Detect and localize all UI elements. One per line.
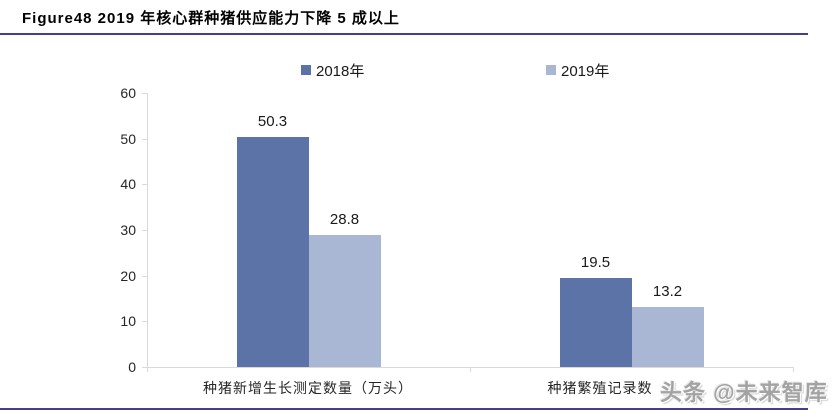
legend-item-2018: 2018年 [301,61,365,80]
bottom-rule [0,408,808,410]
y-axis-tick-mark [142,138,147,140]
y-axis-tick-label: 0 [128,359,136,375]
y-axis-tick-mark [142,275,147,277]
legend-swatch-2018-icon [301,65,311,75]
x-axis-tick-mark [793,367,794,372]
watermark: 头条 @未来智库 [660,380,828,405]
y-axis-tick-label: 30 [120,222,136,238]
legend-label-2019: 2019年 [561,62,610,80]
y-axis-tick-label: 10 [120,313,136,330]
title-underline [0,33,808,35]
y-axis-tick-mark [142,93,147,94]
legend-swatch-2019-icon [546,65,556,75]
y-axis-tick-label: 20 [120,267,136,284]
bar-value-label: 50.3 [257,113,288,131]
bar-value-label: 13.2 [652,282,683,300]
y-axis-line [147,93,148,367]
bar-value-label: 28.8 [329,211,360,229]
bar-2019年-series-cat2 [631,306,704,367]
bar-2018年-series-cat1 [236,137,309,367]
x-axis-tick-mark [470,367,471,372]
x-axis-tick-mark [147,367,148,372]
legend-label-2018: 2018年 [316,62,365,80]
bar-value-label: 19.5 [580,253,611,271]
bar-2018年-series-cat2 [559,277,632,367]
x-axis-category-label: 种猪新增生长测定数量（万头） [203,380,413,396]
y-axis-tick-label: 50 [120,130,136,147]
figure-title: Figure48 2019 年核心群种猪供应能力下降 5 成以上 [22,10,400,27]
y-axis-tick-label: 40 [120,176,136,193]
y-axis-tick-mark [142,230,147,231]
y-axis-tick-mark [142,184,147,186]
x-axis-category-label: 种猪繁殖记录数 [547,380,653,396]
y-axis-tick-mark [142,321,147,323]
bar-2019年-series-cat1 [308,235,381,367]
y-axis-tick-mark [142,367,147,368]
y-axis-tick-label: 60 [120,85,136,101]
legend-item-2019: 2019年 [546,61,610,80]
